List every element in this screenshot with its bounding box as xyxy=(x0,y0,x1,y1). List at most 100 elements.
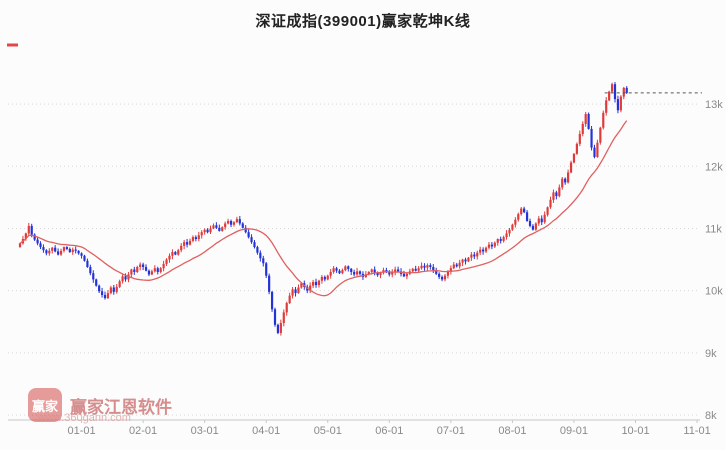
y-tick-label: 9k xyxy=(705,348,717,360)
chart-title: 深证成指(399001)赢家乾坤K线 xyxy=(255,13,471,30)
candle-body xyxy=(490,244,493,247)
y-tick-label: 13k xyxy=(705,99,723,111)
candle-body xyxy=(394,269,397,272)
candle-body xyxy=(80,253,83,256)
candle-body xyxy=(540,218,543,223)
x-tick-label: 05-01 xyxy=(314,425,342,437)
candle-body xyxy=(314,281,318,286)
candle-body xyxy=(388,271,391,275)
candle-body xyxy=(197,235,200,240)
candle-body xyxy=(467,257,470,262)
y-tick-label: 11k xyxy=(705,223,722,235)
candle-body xyxy=(285,303,288,313)
candle-body xyxy=(446,271,450,276)
candle-body xyxy=(42,247,45,251)
candle-body xyxy=(136,267,139,272)
candle-body xyxy=(147,270,151,275)
candle-body xyxy=(92,273,95,280)
candle-body xyxy=(531,225,535,230)
candle-body xyxy=(291,289,294,296)
candle-body xyxy=(224,223,227,228)
candle-body xyxy=(256,247,259,253)
candle-body xyxy=(100,291,104,295)
candle-body xyxy=(476,252,479,257)
candle-body xyxy=(130,269,133,275)
x-tick-label: 02-01 xyxy=(129,425,157,437)
candles xyxy=(18,81,628,336)
candle-body xyxy=(575,143,578,154)
candle-body xyxy=(423,265,426,268)
candle-body xyxy=(496,239,499,243)
candle-body xyxy=(523,208,526,213)
candle-body xyxy=(561,178,564,188)
candle-body xyxy=(338,270,341,274)
candle-body xyxy=(36,239,39,244)
candle-body xyxy=(414,268,417,271)
y-tick-label: 8k xyxy=(705,410,717,422)
candle-body xyxy=(482,249,485,252)
candle-body xyxy=(440,276,444,280)
candle-body xyxy=(185,242,189,245)
candle-body xyxy=(508,229,511,234)
candle-body xyxy=(420,265,423,269)
candle-body xyxy=(549,199,552,208)
candle-body xyxy=(300,283,303,288)
candle-body xyxy=(511,224,514,230)
candle-body xyxy=(622,87,625,97)
candle-body xyxy=(177,250,180,255)
candle-body xyxy=(534,223,537,230)
candle-body xyxy=(578,133,581,144)
candle-body xyxy=(297,287,300,294)
candle-body xyxy=(273,309,277,325)
candle-body xyxy=(443,275,447,280)
candle-body xyxy=(323,276,326,280)
candle-body xyxy=(124,276,127,280)
grid-lines xyxy=(8,103,700,416)
candle-body xyxy=(505,233,508,238)
candle-body xyxy=(317,280,321,286)
candle-body xyxy=(174,252,177,255)
candle-body xyxy=(332,268,335,272)
candle-body xyxy=(312,281,315,286)
candle-body xyxy=(54,247,57,252)
candle-body xyxy=(397,269,400,272)
candle-body xyxy=(68,248,71,253)
candle-body xyxy=(602,112,605,128)
candle-body xyxy=(118,281,121,287)
candle-body xyxy=(279,322,282,333)
candle-body xyxy=(344,266,347,271)
candle-body xyxy=(183,242,186,246)
candle-body xyxy=(581,123,584,134)
candle-body xyxy=(121,276,124,282)
candle-body xyxy=(309,285,312,291)
candle-body xyxy=(30,225,33,235)
candle-body xyxy=(567,172,570,183)
candle-body xyxy=(625,87,628,93)
candle-body xyxy=(473,254,476,257)
candle-body xyxy=(373,269,376,273)
candle-body xyxy=(484,247,488,252)
candle-body xyxy=(458,262,461,267)
candle-body xyxy=(455,264,458,267)
candle-body xyxy=(613,84,617,100)
y-tick-label: 10k xyxy=(705,286,723,298)
candle-body xyxy=(144,267,148,271)
x-tick-label: 08-01 xyxy=(498,425,526,437)
candle-body xyxy=(593,147,596,157)
candle-body xyxy=(405,273,408,277)
candle-body xyxy=(558,187,561,197)
candle-body xyxy=(358,271,362,274)
x-tick-label: 03-01 xyxy=(191,425,219,437)
candle-body xyxy=(112,287,115,292)
candle-body xyxy=(57,251,60,255)
candle-body xyxy=(619,96,622,111)
x-tick-label: 09-01 xyxy=(560,425,588,437)
candle-body xyxy=(232,222,236,225)
candle-body xyxy=(452,264,455,269)
candle-body xyxy=(432,267,435,271)
x-tick-label: 06-01 xyxy=(375,425,403,437)
candle-body xyxy=(18,243,22,248)
ma-line xyxy=(19,120,628,297)
candle-body xyxy=(262,258,265,264)
